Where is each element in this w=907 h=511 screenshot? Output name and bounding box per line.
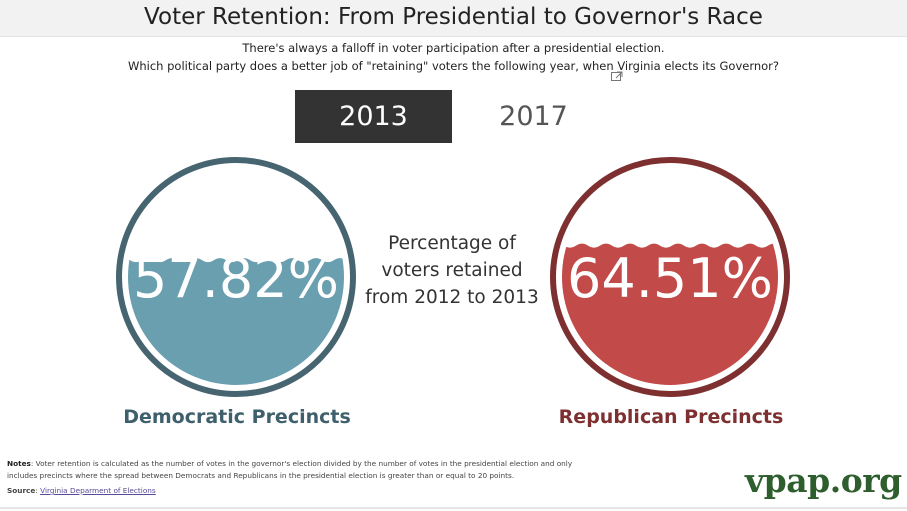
subtitle-line-2: Which political party does a better job … — [127, 59, 780, 73]
center-caption-line-1: Percentage of — [388, 233, 516, 254]
republican-percentage: 64.51% — [567, 247, 773, 310]
notes-label: Notes — [7, 459, 31, 468]
republican-gauge-fill — [562, 243, 778, 385]
subtitle-line-1: There's always a falloff in voter partic… — [242, 41, 665, 55]
center-caption-line-3: from 2012 to 2013 — [365, 287, 539, 308]
notes-text: : Voter retention is calculated as the n… — [7, 459, 573, 480]
center-caption: Percentage of voters retained from 2012 … — [352, 230, 552, 311]
tab-2017[interactable]: 2017 — [499, 101, 568, 132]
center-caption-line-2: voters retained — [381, 260, 523, 281]
democratic-precincts-label: Democratic Precincts — [123, 406, 351, 428]
bottom-divider — [0, 507, 907, 509]
tab-2013[interactable]: 2013 — [295, 90, 452, 143]
republican-gauge: 64.51% — [550, 157, 790, 397]
notes: Notes: Voter retention is calculated as … — [7, 458, 577, 482]
democratic-percentage: 57.82% — [133, 247, 339, 310]
source-link[interactable]: Virginia Deparment of Elections — [40, 486, 156, 495]
democratic-gauge-fill — [128, 258, 344, 385]
title-bar: Voter Retention: From Presidential to Go… — [0, 0, 907, 37]
expand-icon[interactable] — [611, 71, 623, 82]
page-title: Voter Retention: From Presidential to Go… — [144, 4, 763, 30]
democratic-gauge: 57.82% — [116, 157, 356, 397]
republican-precincts-label: Republican Precincts — [558, 406, 784, 428]
vpap-logo: vpap.org — [745, 461, 902, 500]
source-label: Source — [7, 486, 36, 495]
source-line: Source: Virginia Deparment of Elections — [7, 486, 156, 495]
